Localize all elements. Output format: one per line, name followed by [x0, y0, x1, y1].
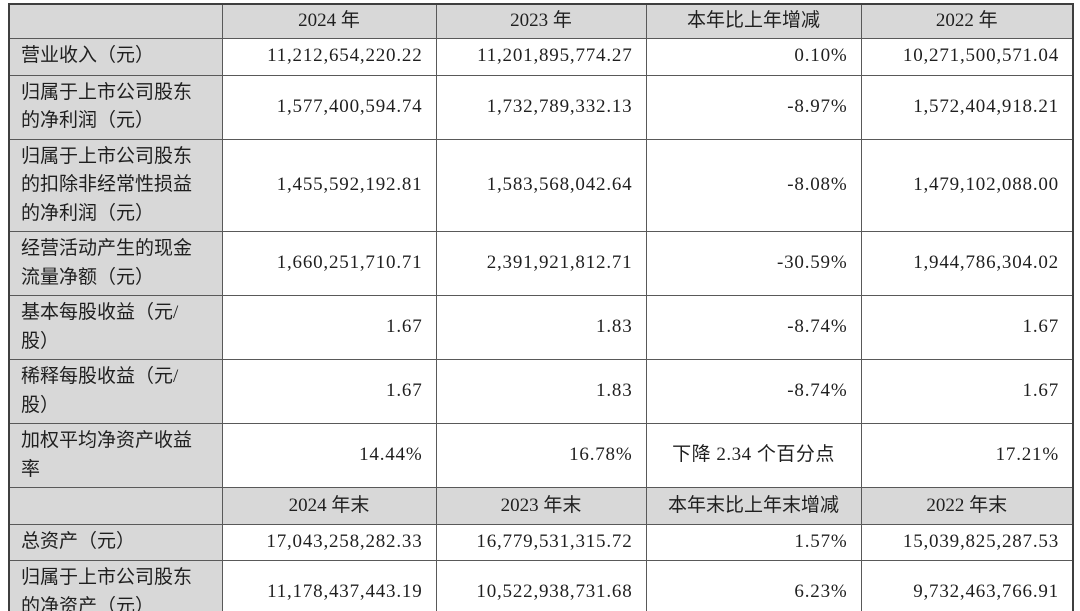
- cell-2023: 10,522,938,731.68: [435, 560, 647, 611]
- cell-2024: 14.44%: [221, 423, 437, 488]
- cell-2023: 1.83: [435, 359, 647, 424]
- cell-change: -30.59%: [645, 231, 862, 296]
- cell-change: 0.10%: [645, 37, 862, 76]
- cell-change: 1.57%: [645, 524, 862, 561]
- header-empty-cell: [8, 487, 223, 525]
- cell-2022: 10,271,500,571.04: [860, 37, 1074, 76]
- table-row-diluted-eps: 稀释每股收益（元/股） 1.67 1.83 -8.74% 1.67: [8, 359, 1074, 424]
- cell-2024: 17,043,258,282.33: [221, 524, 437, 561]
- table-row-weighted-avg-roe: 加权平均净资产收益率 14.44% 16.78% 下降 2.34 个百分点 17…: [8, 423, 1074, 488]
- cell-2023: 1.83: [435, 295, 647, 360]
- cell-change: 6.23%: [645, 560, 862, 611]
- row-label: 稀释每股收益（元/股）: [8, 359, 223, 424]
- cell-change: -8.74%: [645, 295, 862, 360]
- header-2022: 2022 年: [860, 3, 1074, 39]
- cell-2023: 11,201,895,774.27: [435, 37, 647, 76]
- table-row-net-assets: 归属于上市公司股东的净资产（元） 11,178,437,443.19 10,52…: [8, 560, 1074, 611]
- table-row-operating-cash-flow: 经营活动产生的现金流量净额（元） 1,660,251,710.71 2,391,…: [8, 231, 1074, 296]
- cell-2024: 1.67: [221, 295, 437, 360]
- cell-2022: 1,479,102,088.00: [860, 138, 1074, 232]
- cell-change: -8.97%: [645, 74, 862, 140]
- cell-2022: 1.67: [860, 295, 1074, 360]
- cell-2024: 11,212,654,220.22: [221, 37, 437, 76]
- cell-2022: 9,732,463,766.91: [860, 560, 1074, 611]
- cell-2023: 16,779,531,315.72: [435, 524, 647, 561]
- row-label: 归属于上市公司股东的净资产（元）: [8, 560, 223, 611]
- cell-2022: 1,944,786,304.02: [860, 231, 1074, 296]
- header-2023: 2023 年: [435, 3, 647, 39]
- financial-summary-table: 2024 年 2023 年 本年比上年增减 2022 年 营业收入（元） 11,…: [8, 3, 1074, 611]
- header-2024-year-end: 2024 年末: [221, 487, 437, 525]
- cell-2022: 1,572,404,918.21: [860, 74, 1074, 140]
- row-label: 加权平均净资产收益率: [8, 423, 223, 488]
- table-row-net-profit: 归属于上市公司股东的净利润（元） 1,577,400,594.74 1,732,…: [8, 74, 1074, 140]
- header-2024: 2024 年: [221, 3, 437, 39]
- row-label: 基本每股收益（元/股）: [8, 295, 223, 360]
- row-label: 归属于上市公司股东的扣除非经常性损益的净利润（元）: [8, 138, 223, 232]
- header-empty-cell: [8, 3, 223, 39]
- table-row-total-assets: 总资产（元） 17,043,258,282.33 16,779,531,315.…: [8, 524, 1074, 561]
- header-yoy-change: 本年比上年增减: [645, 3, 862, 39]
- table-row-net-profit-excl-nonrecurring: 归属于上市公司股东的扣除非经常性损益的净利润（元） 1,455,592,192.…: [8, 138, 1074, 232]
- row-label: 总资产（元）: [8, 524, 223, 561]
- cell-2022: 15,039,825,287.53: [860, 524, 1074, 561]
- cell-2024: 1,577,400,594.74: [221, 74, 437, 140]
- header-2023-year-end: 2023 年末: [435, 487, 647, 525]
- cell-2022: 17.21%: [860, 423, 1074, 488]
- cell-change: -8.08%: [645, 138, 862, 232]
- cell-2023: 1,583,568,042.64: [435, 138, 647, 232]
- cell-2024: 1,660,251,710.71: [221, 231, 437, 296]
- row-label: 经营活动产生的现金流量净额（元）: [8, 231, 223, 296]
- cell-2024: 11,178,437,443.19: [221, 560, 437, 611]
- table-header-row-annual: 2024 年 2023 年 本年比上年增减 2022 年: [8, 3, 1074, 39]
- table-row-basic-eps: 基本每股收益（元/股） 1.67 1.83 -8.74% 1.67: [8, 295, 1074, 360]
- cell-2024: 1,455,592,192.81: [221, 138, 437, 232]
- header-2022-year-end: 2022 年末: [860, 487, 1074, 525]
- row-label: 营业收入（元）: [8, 37, 223, 76]
- header-year-end-change: 本年末比上年末增减: [645, 487, 862, 525]
- cell-2023: 2,391,921,812.71: [435, 231, 647, 296]
- cell-2024: 1.67: [221, 359, 437, 424]
- cell-2022: 1.67: [860, 359, 1074, 424]
- cell-change: -8.74%: [645, 359, 862, 424]
- cell-2023: 16.78%: [435, 423, 647, 488]
- cell-change: 下降 2.34 个百分点: [645, 423, 862, 488]
- table-row-revenue: 营业收入（元） 11,212,654,220.22 11,201,895,774…: [8, 37, 1074, 76]
- table-header-row-year-end: 2024 年末 2023 年末 本年末比上年末增减 2022 年末: [8, 487, 1074, 525]
- row-label: 归属于上市公司股东的净利润（元）: [8, 74, 223, 140]
- cell-2023: 1,732,789,332.13: [435, 74, 647, 140]
